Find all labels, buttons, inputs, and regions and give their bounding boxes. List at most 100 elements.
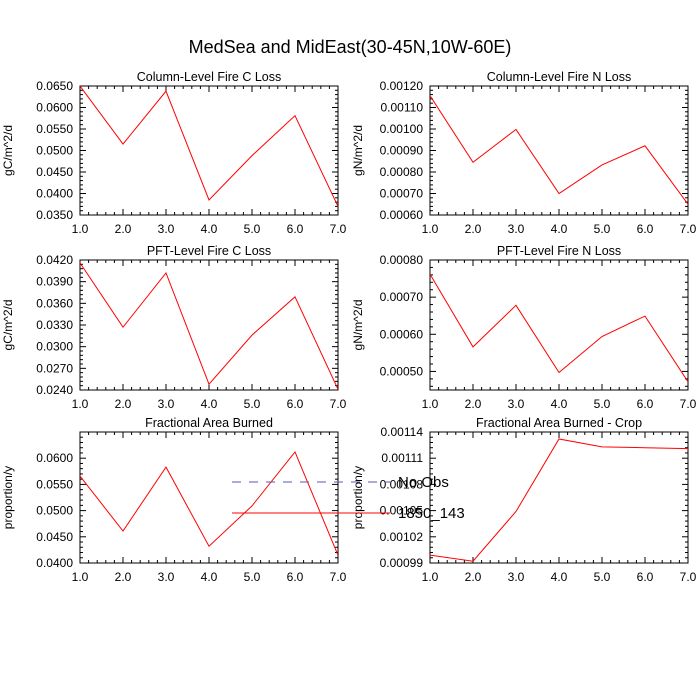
x-tick-label: 4.0	[551, 570, 568, 584]
panel-pft-level-fire-c-loss: PFT-Level Fire C Loss gC/m^2/d 1.0 2.0 3.0 4.…	[1, 244, 347, 411]
panel-title: Fractional Area Burned - Crop	[476, 416, 642, 430]
x-tick-label: 5.0	[244, 397, 261, 411]
x-tick-label: 1.0	[72, 570, 89, 584]
y-tick-label: 0.0450	[36, 530, 73, 544]
x-tick-label: 7.0	[680, 570, 697, 584]
y-tick-label: 0.0400	[36, 187, 73, 201]
x-tick-label: 3.0	[158, 570, 175, 584]
x-tick-label: 6.0	[637, 222, 654, 236]
x-tick-label: 5.0	[594, 222, 611, 236]
y-tick-label: 0.0350	[36, 208, 73, 222]
panel-column-level-fire-c-loss: Column-Level Fire C Loss gC/m^2/d 1.0 2.0 3.…	[1, 70, 347, 236]
x-tick-label: 5.0	[244, 222, 261, 236]
x-tick-label: 3.0	[508, 397, 525, 411]
panel-fractional-area-burned-crop: Fractional Area Burned - Crop proportion/…	[351, 416, 697, 584]
plot-frame	[79, 431, 339, 564]
x-tick-label: 5.0	[244, 570, 261, 584]
x-tick-label: 4.0	[201, 397, 218, 411]
y-tick-label: 0.00114	[381, 425, 424, 439]
legend: No Obs 1850_143	[232, 474, 465, 522]
x-tick-label: 6.0	[287, 570, 304, 584]
y-tick-label: 0.0330	[36, 318, 73, 332]
y-tick-label: 0.0240	[36, 383, 73, 397]
plot-frame	[429, 259, 689, 391]
y-axis-label: gN/m^2/d	[351, 125, 365, 176]
x-tick-label: 3.0	[508, 570, 525, 584]
series-line-1850-143	[430, 438, 688, 562]
y-tick-label: 0.00105	[380, 504, 424, 518]
y-tick-label: 0.0270	[36, 361, 73, 375]
y-tick-label: 0.00050	[380, 364, 424, 378]
panels: Column-Level Fire C Loss gC/m^2/d 1.0 2.0 3.…	[1, 70, 697, 584]
panel-title: PFT-Level Fire N Loss	[497, 244, 621, 258]
plot-frame	[429, 85, 689, 216]
figure-title: MedSea and MidEast(30-45N,10W-60E)	[189, 37, 512, 57]
y-tick-label: 0.00090	[380, 144, 424, 158]
panel-title: PFT-Level Fire C Loss	[147, 244, 271, 258]
y-tick-label: 0.00102	[380, 530, 424, 544]
plot-frame	[79, 85, 339, 216]
y-tick-label: 0.00070	[380, 290, 424, 304]
x-tick-label: 4.0	[551, 222, 568, 236]
y-axis-label: proportion/y	[351, 466, 365, 529]
x-tick-label: 2.0	[115, 570, 132, 584]
x-tick-label: 2.0	[115, 397, 132, 411]
y-tick-label: 0.0500	[36, 504, 73, 518]
y-tick-label: 0.00099	[380, 556, 424, 570]
x-tick-label: 1.0	[422, 570, 439, 584]
y-tick-label: 0.00080	[380, 165, 424, 179]
y-tick-label: 0.0390	[36, 275, 73, 289]
x-tick-label: 1.0	[72, 222, 89, 236]
y-tick-label: 0.00060	[380, 208, 424, 222]
y-tick-label: 0.0600	[36, 101, 73, 115]
y-tick-label: 0.0400	[36, 556, 73, 570]
x-tick-label: 4.0	[201, 222, 218, 236]
x-tick-label: 2.0	[115, 222, 132, 236]
series-line-1850-143	[80, 86, 338, 207]
x-tick-label: 4.0	[551, 397, 568, 411]
y-tick-label: 0.0550	[36, 477, 73, 491]
x-tick-label: 7.0	[680, 222, 697, 236]
y-tick-label: 0.0550	[36, 122, 73, 136]
x-tick-label: 7.0	[330, 397, 347, 411]
panel-column-level-fire-n-loss: Column-Level Fire N Loss gN/m^2/d 1.0 2.0 3.…	[351, 70, 697, 236]
x-tick-label: 2.0	[465, 222, 482, 236]
y-tick-label: 0.0650	[36, 79, 73, 93]
series-line-1850-143	[430, 95, 688, 205]
y-tick-label: 0.00111	[381, 451, 423, 465]
x-tick-label: 2.0	[465, 397, 482, 411]
x-tick-label: 6.0	[637, 397, 654, 411]
x-tick-label: 7.0	[680, 397, 697, 411]
x-tick-label: 1.0	[422, 222, 439, 236]
x-tick-label: 4.0	[201, 570, 218, 584]
x-tick-label: 1.0	[72, 397, 89, 411]
y-tick-label: 0.00060	[380, 327, 424, 341]
x-tick-label: 3.0	[158, 222, 175, 236]
x-tick-label: 2.0	[465, 570, 482, 584]
y-tick-label: 0.0600	[36, 451, 73, 465]
panel-title: Column-Level Fire N Loss	[487, 70, 632, 84]
x-tick-label: 7.0	[330, 222, 347, 236]
y-tick-label: 0.00070	[380, 187, 424, 201]
y-axis-label: gC/m^2/d	[1, 300, 15, 351]
series-line-1850-143	[430, 273, 688, 383]
y-tick-label: 0.00120	[380, 79, 424, 93]
x-tick-label: 1.0	[422, 397, 439, 411]
legend-label-1850-143: 1850_143	[398, 505, 465, 522]
series-line-1850-143	[80, 262, 338, 390]
plot-frame	[429, 431, 689, 564]
x-tick-label: 7.0	[330, 570, 347, 584]
x-tick-label: 6.0	[287, 222, 304, 236]
y-axis-label: gC/m^2/d	[1, 125, 15, 176]
x-tick-label: 3.0	[158, 397, 175, 411]
y-tick-label: 0.0360	[36, 296, 73, 310]
x-tick-label: 5.0	[594, 570, 611, 584]
y-tick-label: 0.0420	[36, 253, 73, 267]
y-axis-label: proportion/y	[1, 466, 15, 529]
y-tick-label: 0.00110	[381, 101, 424, 115]
legend-label-no-obs: No Obs	[398, 474, 449, 491]
y-tick-label: 0.0500	[36, 144, 73, 158]
panel-fractional-area-burned: Fractional Area Burned proportion/y 1.0 2.0…	[1, 416, 347, 584]
y-tick-label: 0.00108	[380, 477, 424, 491]
